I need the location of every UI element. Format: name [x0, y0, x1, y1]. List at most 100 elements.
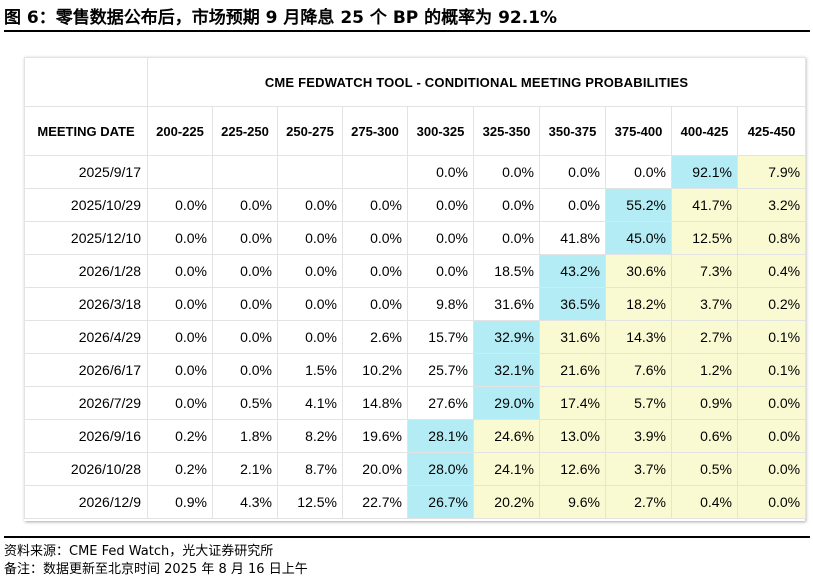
- probability-cell: 0.4%: [671, 485, 738, 519]
- meeting-date-header: MEETING DATE: [24, 106, 148, 156]
- probability-cell: 10.2%: [342, 353, 408, 387]
- update-note: 备注：数据更新至北京时间 2025 年 8 月 16 日上午: [4, 562, 308, 577]
- probability-cell: 0.0%: [212, 188, 278, 222]
- rate-range-header: 300-325: [407, 106, 474, 156]
- probability-cell: 0.5%: [212, 386, 278, 420]
- meeting-date-cell: 2026/3/18: [24, 287, 148, 321]
- meeting-date-cell: 2025/12/10: [24, 221, 148, 255]
- column-header-row: MEETING DATE 200-225 225-250 250-275 275-30…: [24, 106, 807, 156]
- probability-cell: 0.0%: [736, 386, 807, 420]
- probability-cell: 3.9%: [605, 419, 672, 453]
- probability-cell: 1.2%: [671, 353, 738, 387]
- probability-cell: 32.9%: [473, 320, 540, 354]
- probability-cell: 0.9%: [671, 386, 738, 420]
- probability-cell: 0.0%: [212, 287, 278, 321]
- probability-cell: 3.7%: [605, 452, 672, 486]
- table-title-row: CME FEDWATCH TOOL - CONDITIONAL MEETING …: [24, 57, 807, 107]
- probability-cell: 9.8%: [407, 287, 474, 321]
- rate-range-header: 225-250: [212, 106, 278, 156]
- probability-cell: 31.6%: [539, 320, 606, 354]
- table-row: 2025/12/10 0.0% 0.0% 0.0% 0.0% 0.0% 0.0% 41.8% 4…: [24, 221, 807, 255]
- probability-cell: 0.0%: [342, 221, 408, 255]
- probability-cell: [212, 155, 278, 189]
- probability-cell: 12.5%: [277, 485, 343, 519]
- rate-range-header: 350-375: [539, 106, 606, 156]
- probability-cell: 0.0%: [407, 221, 474, 255]
- meeting-date-cell: 2026/10/28: [24, 452, 148, 486]
- probability-cell: 7.6%: [605, 353, 672, 387]
- probability-cell: 2.7%: [671, 320, 738, 354]
- meeting-date-cell: 2025/10/29: [24, 188, 148, 222]
- probability-cell: 0.0%: [277, 188, 343, 222]
- probability-cell: 0.0%: [147, 254, 213, 288]
- rate-range-header: 250-275: [277, 106, 343, 156]
- rate-range-header: 325-350: [473, 106, 540, 156]
- table-row: 2026/3/18 0.0% 0.0% 0.0% 0.0% 9.8% 31.6% 36.5% 1…: [24, 287, 807, 321]
- rate-range-header: 200-225: [147, 106, 213, 156]
- meeting-date-cell: 2026/1/28: [24, 254, 148, 288]
- probability-cell: 0.0%: [342, 254, 408, 288]
- table-row: 2026/10/28 0.2% 2.1% 8.7% 20.0% 28.0% 24.1% 12.…: [24, 452, 807, 486]
- probability-cell: 43.2%: [539, 254, 606, 288]
- probability-cell: 20.2%: [473, 485, 540, 519]
- probability-cell: 30.6%: [605, 254, 672, 288]
- probability-cell: 41.8%: [539, 221, 606, 255]
- table-title: CME FEDWATCH TOOL - CONDITIONAL MEETING …: [146, 57, 807, 107]
- probability-cell: 32.1%: [473, 353, 540, 387]
- probability-cell: 4.3%: [212, 485, 278, 519]
- probability-cell: [277, 155, 343, 189]
- probability-cell: 5.7%: [605, 386, 672, 420]
- probability-table-container: CME FEDWATCH TOOL - CONDITIONAL MEETING …: [24, 57, 807, 521]
- probability-cell: 0.0%: [277, 287, 343, 321]
- probability-cell: 0.0%: [212, 221, 278, 255]
- probability-cell: 4.1%: [277, 386, 343, 420]
- probability-cell: 26.7%: [407, 485, 474, 519]
- probability-cell: 20.0%: [342, 452, 408, 486]
- probability-cell: 0.0%: [407, 254, 474, 288]
- probability-cell: 18.2%: [605, 287, 672, 321]
- probability-cell: 14.8%: [342, 386, 408, 420]
- probability-cell: 92.1%: [671, 155, 738, 189]
- probability-cell: 0.0%: [736, 485, 807, 519]
- probability-cell: 8.2%: [277, 419, 343, 453]
- probability-cell: 0.0%: [407, 155, 474, 189]
- probability-cell: 25.7%: [407, 353, 474, 387]
- probability-cell: 0.0%: [736, 452, 807, 486]
- probability-cell: 12.5%: [671, 221, 738, 255]
- probability-cell: 0.0%: [147, 320, 213, 354]
- probability-cell: 7.3%: [671, 254, 738, 288]
- table-row: 2025/9/17 0.0% 0.0% 0.0% 0.0% 92.1% 7.9%: [24, 155, 807, 189]
- probability-cell: 0.0%: [277, 320, 343, 354]
- rate-range-header: 425-450: [736, 106, 807, 156]
- probability-cell: 1.8%: [212, 419, 278, 453]
- probability-cell: 12.6%: [539, 452, 606, 486]
- probability-cell: [342, 155, 408, 189]
- probability-cell: 0.0%: [147, 188, 213, 222]
- probability-cell: 31.6%: [473, 287, 540, 321]
- probability-cell: 14.3%: [605, 320, 672, 354]
- probability-cell: 3.7%: [671, 287, 738, 321]
- probability-cell: 27.6%: [407, 386, 474, 420]
- probability-cell: 29.0%: [473, 386, 540, 420]
- probability-cell: 28.0%: [407, 452, 474, 486]
- probability-cell: 0.2%: [147, 419, 213, 453]
- probability-cell: 0.0%: [736, 419, 807, 453]
- meeting-date-cell: 2025/9/17: [24, 155, 148, 189]
- probability-cell: 0.0%: [473, 155, 540, 189]
- probability-cell: 2.1%: [212, 452, 278, 486]
- probability-cell: 0.0%: [539, 155, 606, 189]
- probability-cell: 0.0%: [212, 254, 278, 288]
- probability-cell: 0.0%: [212, 320, 278, 354]
- probability-cell: 0.0%: [342, 188, 408, 222]
- probability-cell: 0.9%: [147, 485, 213, 519]
- probability-cell: 24.1%: [473, 452, 540, 486]
- probability-cell: 0.0%: [605, 155, 672, 189]
- probability-cell: 0.0%: [539, 188, 606, 222]
- probability-cell: 0.4%: [736, 254, 807, 288]
- probability-cell: 36.5%: [539, 287, 606, 321]
- probability-cell: 0.0%: [473, 221, 540, 255]
- table-row: 2026/6/17 0.0% 0.0% 1.5% 10.2% 25.7% 32.1% 21.6…: [24, 353, 807, 387]
- rate-range-header: 275-300: [342, 106, 408, 156]
- probability-cell: 0.0%: [147, 221, 213, 255]
- probability-cell: 17.4%: [539, 386, 606, 420]
